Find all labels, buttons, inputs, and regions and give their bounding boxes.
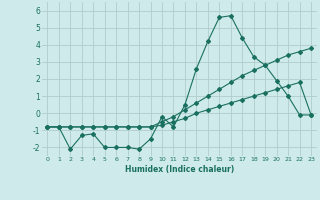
X-axis label: Humidex (Indice chaleur): Humidex (Indice chaleur) — [124, 165, 234, 174]
